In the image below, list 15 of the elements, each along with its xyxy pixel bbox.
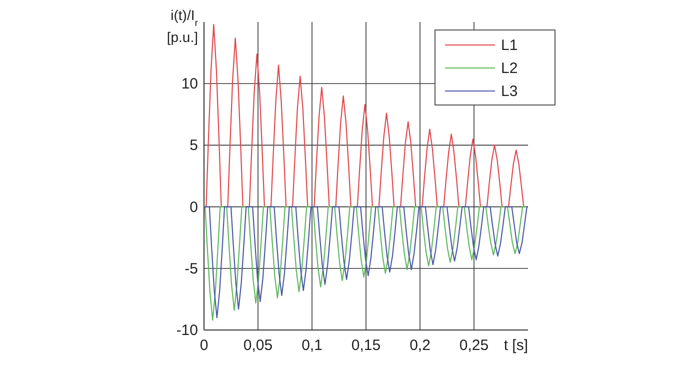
x-tick-label: 0,05 bbox=[243, 337, 273, 354]
legend-label: L1 bbox=[501, 37, 518, 54]
x-tick-label: 0,25 bbox=[459, 337, 489, 354]
y-tick-label: -10 bbox=[176, 322, 198, 339]
x-tick-label: 0,15 bbox=[351, 337, 381, 354]
legend-label: L2 bbox=[501, 60, 518, 77]
x-tick-label: 0,2 bbox=[410, 337, 430, 354]
y-axis-title: i(t)/I$_{r}$ [p.u.] bbox=[166, 7, 199, 45]
y-tick-label: 5 bbox=[190, 137, 198, 154]
y-tick-label: -5 bbox=[184, 260, 198, 278]
legend-label: L3 bbox=[501, 83, 518, 100]
x-tick-label: 0,1 bbox=[302, 337, 322, 354]
x-axis-title: t [s] bbox=[504, 337, 528, 354]
y-tick-label: 0 bbox=[190, 198, 198, 216]
y-tick-label: 10 bbox=[181, 76, 198, 93]
